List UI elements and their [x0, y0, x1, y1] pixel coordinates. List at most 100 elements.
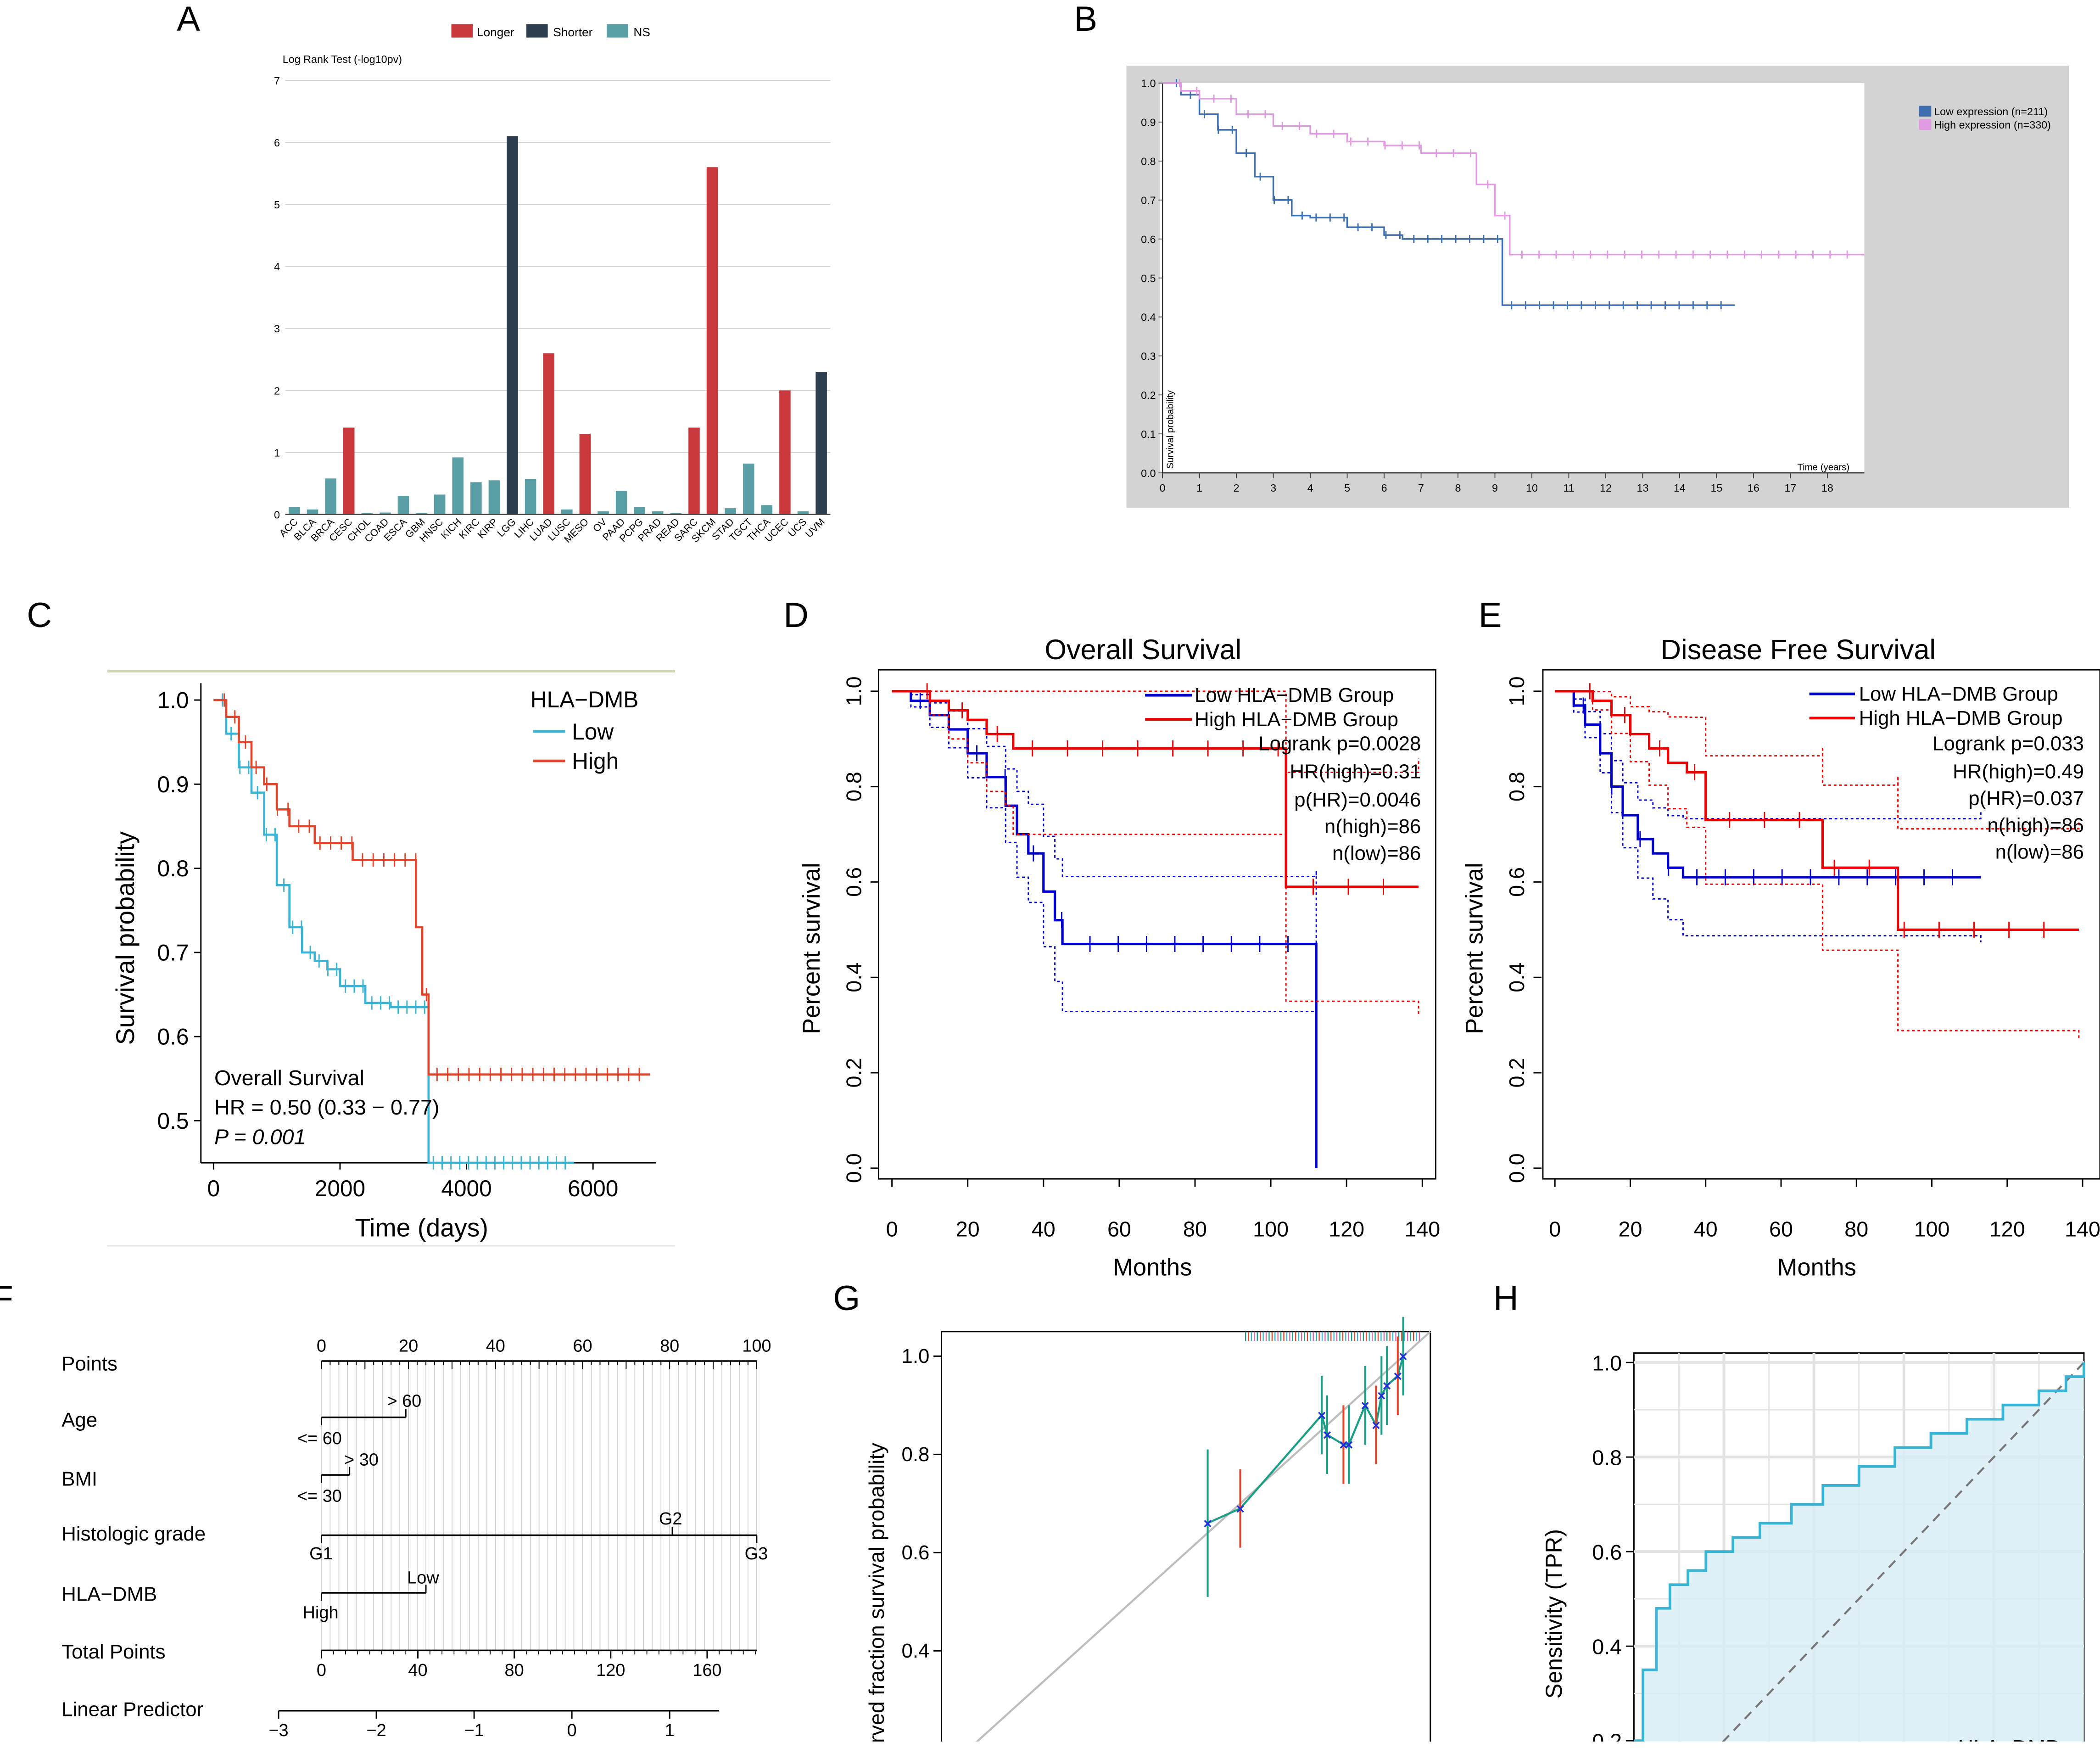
ci-lower-high [892, 690, 1419, 1016]
linear-predictor-label: −3 [268, 1721, 288, 1740]
b-x-tick-label: 10 [1526, 482, 1538, 494]
x-tick-label: 140 [1404, 1217, 1440, 1241]
b-x-tick-label: 4 [1307, 482, 1313, 494]
panel-a-bar-chart: Longer Shorter NS Log Rank Test (-log10p… [274, 24, 831, 545]
a-x-tick-label: UVM [803, 516, 827, 540]
nomogram-row-bmi: BMI [61, 1468, 97, 1490]
h-y-tick-label: 0.8 [1592, 1446, 1622, 1470]
a-y-tick-label: 7 [274, 75, 280, 87]
g-y-tick-label: 1.0 [902, 1345, 930, 1367]
bar-lihc [525, 479, 536, 515]
g-calibration-curve [1207, 1356, 1404, 1524]
b-km-curve-high [1162, 82, 1865, 256]
bar-kich [452, 457, 464, 515]
c-annotation-hr: HR = 0.50 (0.33 − 0.77) [214, 1095, 440, 1119]
panel-label-h: H [1493, 1279, 1519, 1318]
b-x-tick-label: 7 [1418, 482, 1424, 494]
g-point-marker: × [1399, 1348, 1407, 1365]
panel-b-km: 0 1 2 3 4 5 6 7 8 9 10 11 12 13 14 15 16 17 180.00.10.20.3… [1126, 65, 2069, 508]
b-x-tick-label: 16 [1748, 482, 1759, 494]
h-y-tick-label: 1.0 [1592, 1351, 1622, 1375]
points-scale-label: 20 [399, 1337, 418, 1356]
x-tick-label: 20 [1619, 1217, 1642, 1241]
a-y-tick-label: 6 [274, 137, 280, 149]
b-x-tick-label: 2 [1234, 482, 1240, 494]
y-tick-label: 0.4 [842, 963, 866, 992]
c-annotation-title: Overall Survival [214, 1066, 364, 1090]
b-y-tick-label: 0.9 [1141, 117, 1156, 129]
x-tick-label: 0 [1549, 1217, 1561, 1241]
b-plot-area [1160, 83, 1865, 473]
c-legend-low: Low [572, 719, 614, 745]
x-tick-label: 80 [1183, 1217, 1207, 1241]
bar-read [670, 513, 682, 515]
h-roc-curve [1634, 1362, 2085, 1742]
y-tick-label: 0.2 [1505, 1058, 1529, 1088]
legend-ns-label: NS [633, 25, 650, 39]
linear-predictor-label: 0 [567, 1721, 577, 1740]
c-y-tick-label: 1.0 [157, 688, 189, 713]
bar-ucec [779, 390, 791, 515]
c-km-curve-high [213, 699, 650, 1076]
b-y-tick-label: 1.0 [1141, 78, 1156, 90]
panel-label-f: F [0, 1279, 13, 1318]
c-legend-title: HLA−DMB [531, 687, 639, 712]
d-stat-nlow: n(low)=86 [1332, 842, 1421, 865]
c-x-tick-label: 0 [207, 1176, 220, 1201]
c-x-tick-label: 2000 [315, 1176, 365, 1201]
y-tick-label: 1.0 [842, 676, 866, 706]
a-y-tick-label: 2 [274, 385, 280, 397]
x-tick-label: 100 [1253, 1217, 1289, 1241]
panel-label-c: C [27, 596, 52, 635]
panel-label-g: G [833, 1279, 860, 1318]
x-tick-label: 0 [886, 1217, 898, 1241]
panel-d-km: Overall Survival 0 20 40 60 80 100 120 140 0.0 0.… [798, 634, 1440, 1281]
x-tick-label: 20 [956, 1217, 980, 1241]
b-y-tick-label: 0.5 [1141, 272, 1156, 284]
km-curve-high [892, 690, 1419, 888]
nomogram-row-linear: Linear Predictor [61, 1698, 203, 1720]
e-stat-phr: p(HR)=0.037 [1968, 787, 2084, 810]
c-y-tick-label: 0.7 [157, 940, 189, 965]
bar-lusc [561, 509, 573, 515]
g-reference-line [968, 1331, 1431, 1748]
e-stat-logrank: Logrank p=0.033 [1932, 732, 2084, 755]
g-y-axis-label: erved fraction survival probability [865, 1443, 888, 1742]
h-y-axis-label: Sensitivity (TPR) [1541, 1529, 1567, 1698]
panel-label-d: D [783, 596, 809, 635]
b-y-tick-label: 0.1 [1141, 428, 1156, 440]
bar-luad [543, 353, 554, 515]
legend-longer-label: Longer [477, 25, 514, 39]
total-points-label: 160 [693, 1661, 721, 1680]
points-scale-label: 40 [486, 1337, 505, 1356]
legend-swatch-shorter [526, 24, 548, 38]
g-point-marker: × [1383, 1378, 1391, 1394]
g-y-tick-label: 0.4 [902, 1640, 930, 1662]
x-tick-label: 60 [1769, 1217, 1793, 1241]
bar-thca [761, 505, 773, 515]
g-plot-frame [941, 1331, 1431, 1748]
legend-swatch-ns [607, 24, 628, 38]
ci-upper-low [892, 690, 1317, 1089]
b-x-tick-label: 18 [1821, 482, 1833, 494]
g-point-marker: × [1377, 1388, 1386, 1404]
g-point-marker: × [1372, 1417, 1380, 1434]
grade-level-g1: G1 [309, 1544, 333, 1563]
panel-h-roc: 0.2 0.4 0.6 0.8 1.0 Sensitivity (TPR) HLA−DM… [1541, 1351, 2085, 1748]
g-y-tick-label: 0.8 [902, 1443, 930, 1466]
total-points-label: 120 [596, 1661, 625, 1680]
y-tick-label: 0.0 [1505, 1153, 1529, 1183]
b-y-tick-label: 0.0 [1141, 467, 1156, 479]
hladmb-level-low: Low [407, 1569, 439, 1588]
a-x-tick-label: KICH [438, 516, 464, 541]
bar-kirc [470, 482, 482, 515]
nomogram-row-total: Total Points [61, 1641, 165, 1663]
points-scale-label: 60 [573, 1337, 592, 1356]
b-y-axis-label: Survival probability [1165, 390, 1175, 469]
g-point-marker: × [1318, 1407, 1326, 1423]
ci-lower-low [892, 690, 1317, 1168]
b-x-tick-label: 9 [1492, 482, 1498, 494]
e-title: Disease Free Survival [1661, 634, 1936, 665]
ci-upper-high [892, 690, 1419, 773]
b-km-curve-low [1162, 82, 1735, 306]
